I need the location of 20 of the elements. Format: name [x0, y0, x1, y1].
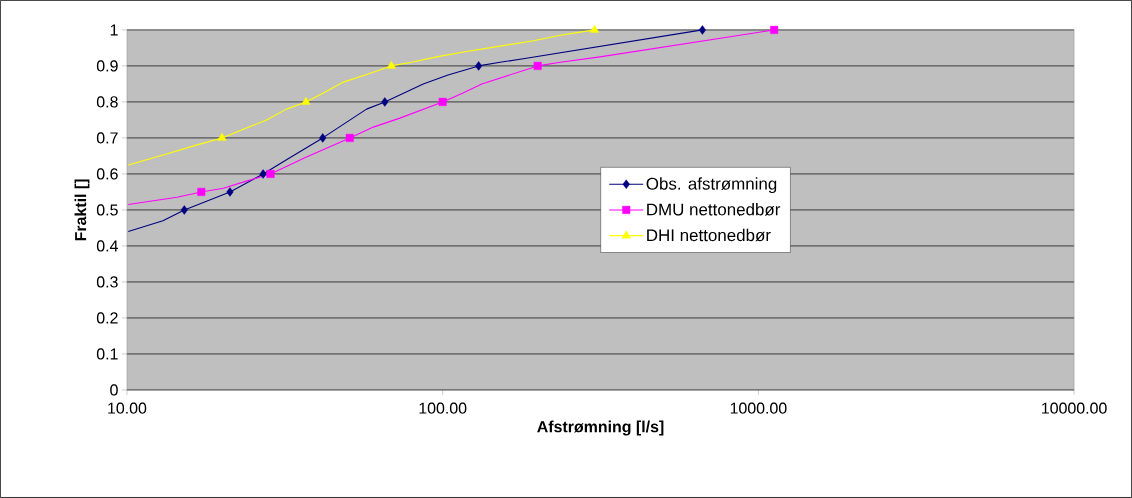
x-tick-label: 1000.00: [730, 402, 787, 414]
x-axis-title: Afstrømning [l/s]: [537, 420, 664, 436]
y-tick-label: 0.2: [96, 312, 118, 324]
y-tick-label: 0.6: [96, 168, 118, 180]
legend-label: DHI nettonedbør: [647, 228, 771, 242]
y-tick-label: 0.3: [96, 276, 118, 288]
y-tick-label: 0.4: [96, 240, 118, 252]
legend-label: Obs. afstrømning: [646, 177, 777, 194]
y-tick-label: 0.8: [96, 96, 118, 108]
y-axis-title: Fraktil []: [74, 179, 90, 241]
y-tick-label: 0.7: [96, 132, 118, 144]
x-tick-label: 10.00: [108, 402, 147, 414]
y-tick-label: 0.1: [96, 348, 118, 360]
y-tick-label: 0.5: [96, 204, 118, 216]
legend-label: DMU nettonedbør: [647, 203, 781, 216]
y-tick-label: 0.9: [96, 60, 118, 72]
x-tick-label: 10000.00: [1042, 402, 1107, 414]
y-tick-label: 1: [110, 24, 118, 36]
y-tick-label: 0: [110, 384, 118, 396]
x-tick-label: 100.00: [419, 402, 467, 414]
